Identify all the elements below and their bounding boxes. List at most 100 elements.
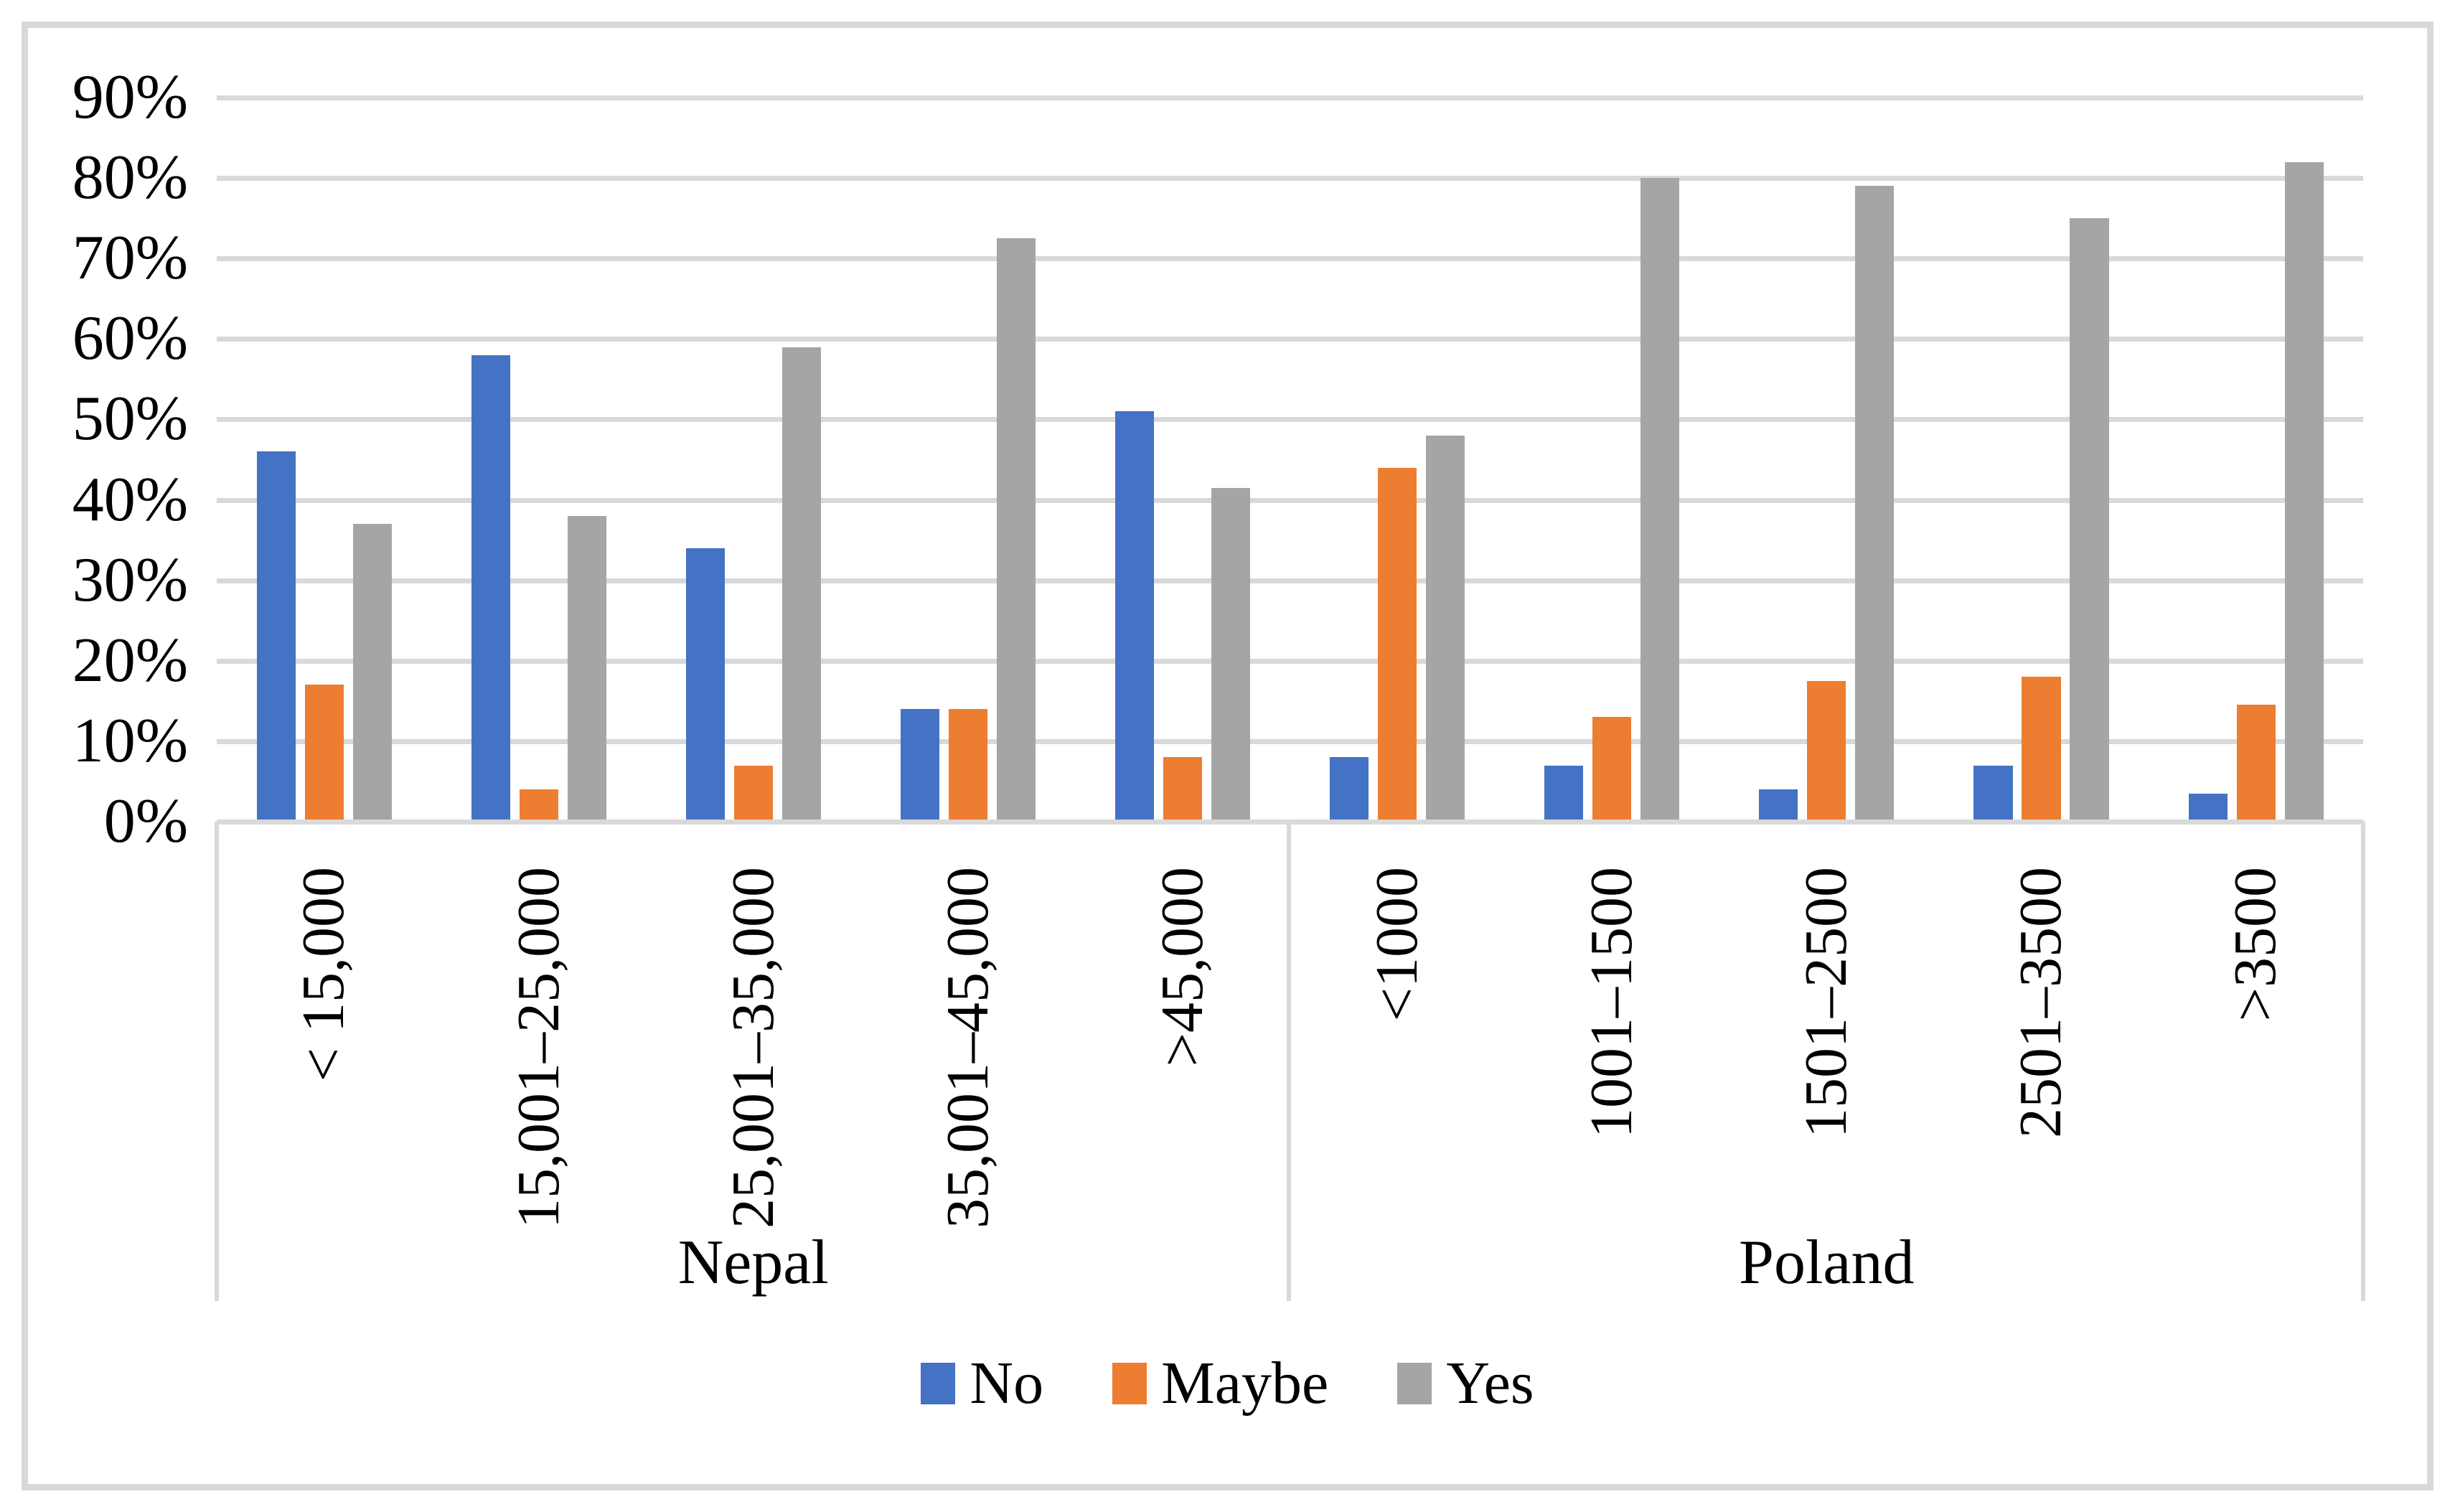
bar-maybe bbox=[733, 765, 773, 822]
gridline bbox=[217, 578, 2363, 583]
y-axis-tick-label: 20% bbox=[72, 625, 188, 695]
y-axis-tick-label: 80% bbox=[72, 143, 188, 213]
y-axis-tick-label: 30% bbox=[72, 545, 188, 615]
bar-yes bbox=[996, 238, 1036, 822]
bar-yes bbox=[352, 524, 392, 822]
group-label-nepal: Nepal bbox=[677, 1228, 829, 1297]
gridline bbox=[217, 256, 2363, 262]
country-group-labels: Nepal Poland bbox=[217, 1228, 2363, 1298]
bar-yes bbox=[1426, 435, 1465, 822]
gridline bbox=[217, 658, 2363, 664]
bar-no bbox=[1115, 411, 1155, 822]
bar-no bbox=[1759, 789, 1798, 822]
separator-middle bbox=[1287, 822, 1291, 1301]
bar-no bbox=[900, 709, 940, 822]
separator-right bbox=[2361, 822, 2365, 1301]
category-cell: 35,001–45,000 bbox=[860, 867, 1075, 1229]
category-tick-label: >3500 bbox=[2222, 867, 2289, 1022]
bar-yes bbox=[1640, 178, 1680, 822]
category-cell: <1000 bbox=[1290, 867, 1504, 1021]
category-tick-label: >45,000 bbox=[1148, 867, 1216, 1067]
bar-group bbox=[1719, 98, 1934, 822]
y-axis-tick-label: 90% bbox=[72, 62, 188, 132]
bar-group bbox=[2149, 98, 2363, 822]
bar-group bbox=[860, 98, 1075, 822]
legend: No Maybe Yes bbox=[0, 1353, 2455, 1414]
gridline bbox=[217, 95, 2363, 100]
bar-yes bbox=[1211, 487, 1251, 822]
bar-maybe bbox=[2022, 677, 2061, 822]
bar-no bbox=[256, 451, 296, 822]
bar-group bbox=[646, 98, 860, 822]
legend-label: No bbox=[970, 1350, 1044, 1417]
bar-no bbox=[2188, 793, 2228, 822]
gridline bbox=[217, 497, 2363, 503]
category-tick-label: 1501–2500 bbox=[1793, 867, 1860, 1138]
legend-label: Maybe bbox=[1161, 1350, 1329, 1417]
bar-no bbox=[685, 548, 725, 822]
bar-group bbox=[1075, 98, 1290, 822]
country-section bbox=[217, 98, 1290, 822]
category-cell: 1501–2500 bbox=[1719, 867, 1934, 1138]
bar-maybe bbox=[304, 685, 344, 822]
category-tick-label: 35,001–45,000 bbox=[934, 867, 1001, 1229]
bar-yes bbox=[781, 347, 821, 822]
legend-swatch-no bbox=[921, 1363, 956, 1404]
bar-group bbox=[1290, 98, 1505, 822]
legend-item-maybe: Maybe bbox=[1112, 1353, 1328, 1414]
category-cell: 15,001–25,000 bbox=[431, 867, 646, 1229]
category-tick-label: 15,001–25,000 bbox=[504, 867, 572, 1229]
bar-no bbox=[1544, 765, 1584, 822]
category-tick-label: 25,001–35,000 bbox=[719, 867, 787, 1229]
legend-item-no: No bbox=[921, 1353, 1043, 1414]
legend-label: Yes bbox=[1446, 1350, 1534, 1417]
bar-yes bbox=[567, 515, 606, 822]
bar-yes bbox=[2070, 218, 2109, 822]
category-axis-labels: < 15,000 15,001–25,000 25,001–35,000 35,001… bbox=[217, 867, 2363, 1229]
bar-no bbox=[1973, 765, 2013, 822]
bar-group bbox=[217, 98, 431, 822]
bar-group bbox=[1934, 98, 2149, 822]
category-cell: 25,001–35,000 bbox=[646, 867, 860, 1229]
y-axis-labels: 90% 80% 70% 60% 50% 40% 30% 20% 10% 0% bbox=[0, 66, 188, 853]
separator-left bbox=[215, 822, 219, 1301]
bar-maybe bbox=[1378, 467, 1417, 822]
bar-yes bbox=[2284, 161, 2324, 822]
category-cell: < 15,000 bbox=[217, 867, 431, 1081]
legend-swatch-maybe bbox=[1112, 1363, 1147, 1404]
bar-maybe bbox=[1807, 680, 1846, 822]
bar-no bbox=[471, 354, 510, 822]
legend-item-yes: Yes bbox=[1397, 1353, 1534, 1414]
category-cell: 1001–1500 bbox=[1505, 867, 1719, 1138]
category-cell: >45,000 bbox=[1075, 867, 1290, 1066]
category-tick-label: 1001–1500 bbox=[1578, 867, 1646, 1138]
bar-maybe bbox=[1592, 717, 1632, 822]
y-axis-tick-label: 0% bbox=[103, 786, 188, 856]
bar-maybe bbox=[948, 709, 988, 822]
category-cell: 2501–3500 bbox=[1934, 867, 2149, 1138]
category-tick-label: 2501–3500 bbox=[2007, 867, 2075, 1138]
category-tick-label: <1000 bbox=[1363, 867, 1430, 1022]
group-label-poland: Poland bbox=[1739, 1228, 1915, 1297]
legend-swatch-yes bbox=[1397, 1363, 1432, 1404]
category-cell: >3500 bbox=[2149, 867, 2363, 1021]
bar-maybe bbox=[1163, 757, 1203, 822]
bar-group bbox=[1505, 98, 1719, 822]
bar-maybe bbox=[519, 789, 558, 822]
plot-area bbox=[217, 95, 2363, 822]
bar-no bbox=[1330, 757, 1369, 822]
bar-yes bbox=[1855, 186, 1895, 822]
y-axis-tick-label: 60% bbox=[72, 304, 188, 374]
country-section bbox=[1290, 98, 2364, 822]
y-axis-tick-label: 70% bbox=[72, 223, 188, 294]
gridline bbox=[217, 738, 2363, 744]
gridline bbox=[217, 176, 2363, 182]
gridline bbox=[217, 417, 2363, 423]
bar-series-area bbox=[217, 98, 2363, 822]
y-axis-tick-label: 50% bbox=[72, 384, 188, 454]
category-tick-label: < 15,000 bbox=[290, 867, 357, 1082]
gridline bbox=[217, 337, 2363, 342]
y-axis-tick-label: 40% bbox=[72, 464, 188, 535]
bar-maybe bbox=[2236, 705, 2276, 822]
